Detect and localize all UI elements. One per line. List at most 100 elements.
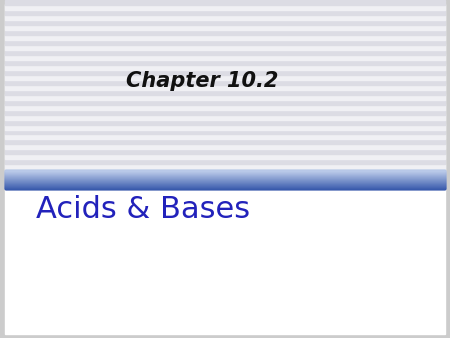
Bar <box>5 185 445 186</box>
Bar <box>5 34 445 40</box>
Bar <box>5 177 445 178</box>
Bar <box>5 144 445 149</box>
Bar <box>5 177 445 178</box>
Bar <box>5 170 445 171</box>
Bar <box>5 164 445 169</box>
Bar <box>5 172 445 173</box>
Bar <box>5 184 445 185</box>
Bar <box>5 173 445 174</box>
Bar <box>5 185 445 186</box>
Bar <box>5 45 445 50</box>
Bar <box>5 175 445 176</box>
Bar <box>5 172 445 173</box>
Bar <box>5 114 445 120</box>
Bar <box>5 159 445 164</box>
Bar <box>5 174 445 179</box>
Bar <box>5 172 445 173</box>
Bar <box>5 176 445 177</box>
Bar <box>5 177 445 178</box>
Bar <box>5 174 445 175</box>
Bar <box>5 182 445 183</box>
Bar <box>5 99 445 104</box>
Bar <box>5 171 445 172</box>
Bar <box>5 119 445 124</box>
Bar <box>5 183 445 184</box>
Bar <box>5 94 445 100</box>
Bar <box>5 183 445 184</box>
Bar <box>5 84 445 90</box>
Bar <box>5 179 445 184</box>
Bar <box>5 54 445 60</box>
Bar <box>5 178 445 179</box>
Bar <box>5 181 445 182</box>
Bar <box>5 129 445 135</box>
Bar <box>5 181 445 182</box>
Bar <box>5 149 445 154</box>
Bar <box>5 65 445 70</box>
Bar <box>5 134 445 140</box>
Bar <box>5 173 445 174</box>
Bar <box>5 104 445 110</box>
Bar <box>5 59 445 65</box>
Bar <box>5 179 445 180</box>
Bar <box>5 184 445 185</box>
Bar <box>5 0 445 5</box>
Bar <box>5 176 445 177</box>
Bar <box>5 171 445 172</box>
Bar <box>5 173 445 174</box>
Bar <box>5 188 445 189</box>
Bar <box>5 174 445 175</box>
Bar <box>5 179 445 180</box>
Bar <box>5 182 445 183</box>
Bar <box>5 186 445 187</box>
Bar <box>5 185 445 186</box>
Text: Chapter 10.2: Chapter 10.2 <box>126 71 279 91</box>
Bar <box>5 182 445 183</box>
Bar <box>5 175 445 176</box>
Bar <box>5 183 445 184</box>
Bar <box>5 40 445 45</box>
Bar <box>5 188 445 189</box>
Bar <box>5 186 445 187</box>
Bar <box>5 171 445 172</box>
Bar <box>5 180 445 182</box>
Bar <box>5 175 445 176</box>
Bar <box>5 170 445 171</box>
Bar <box>5 109 445 115</box>
Bar <box>5 181 445 182</box>
Bar <box>5 69 445 75</box>
Bar <box>5 180 445 181</box>
Bar <box>5 173 445 174</box>
Bar <box>5 20 445 25</box>
Bar <box>5 29 445 35</box>
Bar <box>5 178 445 179</box>
Bar <box>5 154 445 160</box>
Bar <box>5 180 445 181</box>
Bar <box>5 187 445 188</box>
Bar <box>5 179 445 180</box>
Bar <box>5 171 445 172</box>
Bar <box>5 185 445 186</box>
Bar <box>5 186 445 187</box>
Bar <box>5 25 445 30</box>
Bar <box>5 176 445 177</box>
Bar <box>5 184 445 189</box>
Bar <box>5 175 445 176</box>
Bar <box>5 5 445 10</box>
Bar <box>5 178 445 179</box>
Bar <box>5 89 445 95</box>
Bar <box>5 187 445 188</box>
Bar <box>5 49 445 55</box>
Bar <box>5 74 445 80</box>
Bar <box>5 9 445 15</box>
Bar <box>5 182 445 183</box>
Bar <box>5 188 445 189</box>
Bar <box>5 187 445 188</box>
Bar <box>5 186 445 187</box>
Bar <box>5 124 445 129</box>
Bar <box>5 178 445 179</box>
Text: Acids & Bases: Acids & Bases <box>36 195 250 224</box>
Bar <box>5 169 445 174</box>
Bar <box>5 180 445 181</box>
Bar <box>5 184 445 185</box>
